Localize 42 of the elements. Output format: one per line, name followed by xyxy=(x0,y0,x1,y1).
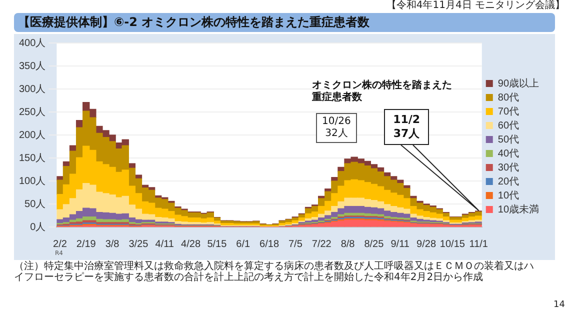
x-tick-label: 2/2 xyxy=(53,238,68,250)
x-tick-label: 8/8 xyxy=(340,238,356,250)
x-tick-label: 3/25 xyxy=(128,238,149,250)
x-tick-label: 11/1 xyxy=(469,238,488,250)
annotation: 10/26 32人 xyxy=(316,112,357,143)
y-tick-label: 50人 xyxy=(24,198,46,210)
legend-label: 70代 xyxy=(498,106,519,118)
x-tick-label: 4/11 xyxy=(155,238,174,250)
legend-label: 60代 xyxy=(498,120,519,132)
legend-label: 10代 xyxy=(498,190,519,202)
legend-label: 90歳以上 xyxy=(498,77,539,90)
x-tick-label: 9/11 xyxy=(390,238,410,250)
annotation: オミクロン株の特性を踏まえた重症患者数 xyxy=(312,80,453,104)
x-tick-label: 8/25 xyxy=(364,238,384,250)
x-tick-label: 10/15 xyxy=(440,238,466,250)
x-tick-label: 6/18 xyxy=(260,238,280,250)
chart-title: 【医療提供体制】⑥-2 オミクロン株の特性を踏まえた重症患者数 xyxy=(14,13,555,32)
legend-label: 20代 xyxy=(498,176,519,188)
x-tick-label: 3/8 xyxy=(105,238,120,250)
x-tick-label: 4/28 xyxy=(181,238,201,250)
x-tick-label: 9/28 xyxy=(416,238,436,250)
x-tick-label: 6/1 xyxy=(236,238,250,250)
annotation: 11/2 37人 xyxy=(384,109,430,146)
legend-label: 30代 xyxy=(498,162,519,174)
y-tick-label: 0人 xyxy=(30,222,46,233)
y-tick-label: 200人 xyxy=(18,130,46,141)
legend-label: 80代 xyxy=(498,92,519,104)
y-tick-label: 150人 xyxy=(18,152,46,164)
text: 14 xyxy=(554,300,565,310)
x-tick-label: 5/15 xyxy=(207,238,228,250)
y-tick-label: 100人 xyxy=(18,176,46,187)
y-tick-label: 250人 xyxy=(18,106,46,118)
y-tick-label: 400人 xyxy=(18,38,46,49)
x-tick-label: 2/19 xyxy=(76,238,96,250)
x-tick-label: 7/5 xyxy=(288,238,303,250)
x-tick-label: 7/22 xyxy=(312,238,332,250)
text: （注）特定集中治療室管理料又は救命救急入院料を算定する病床の患者数及び人工呼吸器又はＥＣＭＯの装着又はハイフローセラピーを実施する患者数の合計を計上上記の考え方で計上を開始した令和4年2月2日から作成 xyxy=(14,261,534,283)
legend-label: 10歳未満 xyxy=(498,203,539,216)
legend-label: 40代 xyxy=(498,148,519,160)
y-tick-label: 300人 xyxy=(18,84,46,95)
legend-label: 50代 xyxy=(498,134,519,146)
y-tick-label: 350人 xyxy=(18,60,46,72)
